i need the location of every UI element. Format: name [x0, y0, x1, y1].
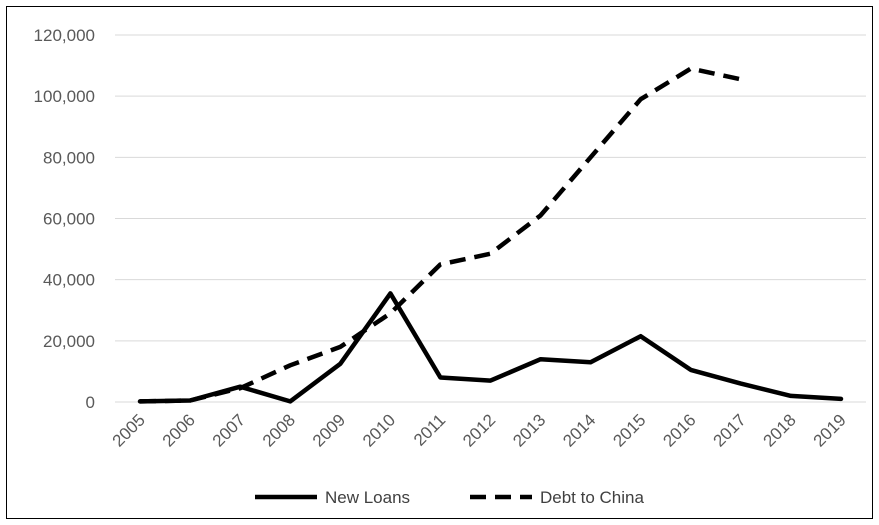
y-tick-label: 40,000	[43, 271, 95, 290]
x-tick-label: 2007	[209, 410, 249, 450]
series-lines	[137, 66, 844, 404]
x-tick-label: 2013	[509, 410, 549, 450]
x-tick-label: 2010	[359, 410, 399, 450]
x-tick-label: 2008	[259, 410, 299, 450]
y-axis-ticks: 0 20,000 40,000 60,000 80,000 100,000 120,000	[34, 26, 95, 412]
x-tick-label: 2009	[309, 410, 349, 450]
x-tick-label: 2012	[459, 410, 499, 450]
y-tick-label: 20,000	[43, 332, 95, 351]
legend-label: New Loans	[325, 488, 410, 507]
x-tick-label: 2011	[410, 410, 449, 449]
series-line-debt-to-china	[139, 66, 742, 404]
x-tick-label: 2019	[810, 410, 850, 450]
gridlines	[115, 34, 866, 403]
y-tick-label: 80,000	[43, 148, 95, 167]
series-line-new-loans	[137, 291, 844, 404]
y-tick-label: 60,000	[43, 210, 95, 229]
x-tick-label: 2005	[109, 410, 149, 450]
x-tick-label: 2014	[559, 410, 599, 450]
x-tick-label: 2006	[159, 410, 199, 450]
y-tick-label: 0	[86, 393, 95, 412]
legend-label: Debt to China	[540, 488, 644, 507]
x-tick-label: 2017	[709, 410, 749, 450]
y-tick-label: 120,000	[34, 26, 95, 45]
legend: New Loans Debt to China	[255, 488, 644, 507]
x-tick-label: 2018	[760, 410, 800, 450]
x-axis-ticks: 2005 2006 2007 2008 2009 2010 2011 2012 2013 2014…	[109, 410, 850, 450]
x-tick-label: 2015	[609, 410, 649, 450]
y-tick-label: 100,000	[34, 87, 95, 106]
x-tick-label: 2016	[659, 410, 699, 450]
